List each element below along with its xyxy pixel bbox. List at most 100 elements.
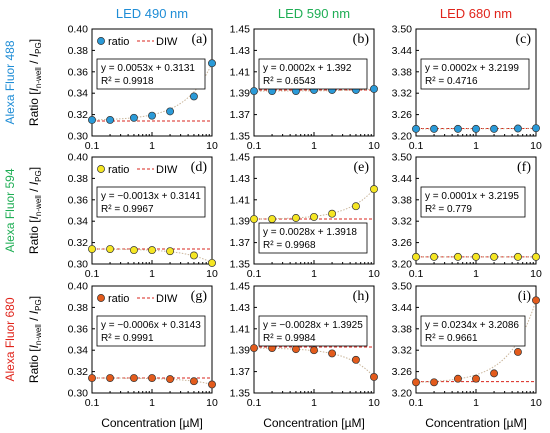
data-point xyxy=(88,115,96,124)
data-point xyxy=(513,124,522,133)
y-tick-label: 0.30 xyxy=(68,259,89,271)
y-tick-label: 0.38 xyxy=(68,45,89,57)
y-tick-label: 0.32 xyxy=(68,109,89,121)
data-point xyxy=(189,92,198,101)
x-tick-label: 1 xyxy=(149,268,155,280)
fit-equation: y = −0.0028x + 1.3925 xyxy=(263,320,363,331)
x-tick-label: 10 xyxy=(368,140,380,152)
data-point xyxy=(148,374,156,382)
data-point xyxy=(250,87,258,96)
panel-letter: (g) xyxy=(191,289,208,304)
y-tick-label: 1.35 xyxy=(230,131,251,143)
data-point xyxy=(166,375,175,384)
y-tick-label: 0.30 xyxy=(68,388,89,400)
x-tick-label: 10 xyxy=(206,397,218,409)
x-tick-label: 0.1 xyxy=(409,397,424,409)
column-title-2: LED 590 nm xyxy=(278,6,350,21)
data-point xyxy=(472,252,480,261)
data-point xyxy=(88,245,96,253)
data-point xyxy=(472,124,480,133)
y-tick-label: 1.35 xyxy=(230,259,251,271)
data-point xyxy=(513,252,522,261)
data-point xyxy=(129,113,138,122)
y-tick-label: 3.44 xyxy=(392,45,413,57)
data-point xyxy=(490,124,499,133)
data-point xyxy=(532,252,540,261)
y-tick-label: 3.26 xyxy=(392,366,413,378)
data-point xyxy=(148,246,156,255)
y-tick-label: 0.36 xyxy=(68,194,89,206)
fit-r-squared: R² = 0.9991 xyxy=(101,333,154,344)
equation-box xyxy=(420,315,526,347)
panel-letter: (d) xyxy=(191,160,208,175)
fit-r-squared: R² = 0.9918 xyxy=(101,76,154,87)
legend-diw-label: DIW xyxy=(156,36,178,48)
y-tick-label: 1.37 xyxy=(230,366,251,378)
panel-letter: (h) xyxy=(353,289,370,304)
data-point xyxy=(189,251,198,260)
fit-equation: y = 0.0028x + 1.3918 xyxy=(263,227,357,238)
data-point xyxy=(268,215,277,224)
data-point xyxy=(370,84,378,93)
x-tick-label: 1 xyxy=(149,140,155,152)
data-point xyxy=(430,378,439,387)
equation-box xyxy=(420,58,530,90)
panel-a: 0.30 0.32 0.34 0.36 0.38 0.40 0.1 1 10 (a) y = 0.0… xyxy=(68,24,218,153)
y-tick-label: 0.40 xyxy=(68,152,89,164)
x-tick-label: 1 xyxy=(311,140,317,152)
legend-diw-label: DIW xyxy=(156,293,178,305)
data-point xyxy=(106,374,115,382)
data-point xyxy=(310,212,318,221)
y-axis-label-3: Ratio [In-well / IPG] xyxy=(27,296,43,383)
y-tick-label: 3.32 xyxy=(392,345,413,357)
panel-b: 1.35 1.37 1.39 1.41 1.43 1.45 0.1 1 10 (b) y = 0.0… xyxy=(230,24,380,153)
legend-ratio-marker xyxy=(97,37,105,45)
y-tick-label: 3.26 xyxy=(392,109,413,121)
data-point xyxy=(453,374,462,383)
fit-equation: y = −0.0013x + 0.3141 xyxy=(101,191,201,202)
column-title-3: LED 680 nm xyxy=(440,6,512,21)
x-tick-label: 10 xyxy=(530,268,542,280)
x-axis-label-2: Concentration [µM] xyxy=(263,416,365,430)
y-tick-label: 1.39 xyxy=(230,345,251,357)
y-tick-label: 0.34 xyxy=(68,88,89,100)
y-tick-label: 0.38 xyxy=(68,173,89,185)
data-point xyxy=(412,124,420,133)
data-point xyxy=(430,124,439,133)
legend-ratio-label: ratio xyxy=(108,36,129,48)
x-tick-label: 10 xyxy=(368,268,380,280)
data-point xyxy=(370,373,378,381)
data-point xyxy=(310,346,318,355)
x-tick-label: 1 xyxy=(311,268,317,280)
equation-box xyxy=(420,186,526,218)
y-tick-label: 1.37 xyxy=(230,237,251,249)
y-tick-label: 3.38 xyxy=(392,66,413,78)
legend-ratio-label: ratio xyxy=(108,164,129,176)
equation-box xyxy=(96,315,206,347)
fit-equation: y = 0.0234x + 3.2086 xyxy=(425,320,519,331)
y-tick-label: 0.36 xyxy=(68,66,89,78)
y-tick-label: 3.32 xyxy=(392,88,413,100)
row-title-2: Alexa Fluor 594 xyxy=(3,168,17,252)
x-tick-label: 10 xyxy=(368,397,380,409)
fit-r-squared: R² = 0.9967 xyxy=(101,204,154,215)
column-title-1: LED 490 nm xyxy=(116,6,188,21)
row-title-3: Alexa Fluor 680 xyxy=(3,297,17,381)
y-tick-label: 0.32 xyxy=(68,366,89,378)
panel-letter: (f) xyxy=(517,160,531,175)
data-point xyxy=(189,377,198,386)
y-tick-label: 1.43 xyxy=(230,173,251,185)
equation-box xyxy=(96,58,206,90)
y-tick-label: 1.39 xyxy=(230,88,251,100)
y-tick-label: 1.45 xyxy=(230,24,251,36)
y-tick-label: 0.34 xyxy=(68,345,89,357)
data-point xyxy=(328,349,337,358)
x-tick-label: 1 xyxy=(473,268,479,280)
x-tick-label: 1 xyxy=(311,397,317,409)
data-point xyxy=(129,246,138,255)
panel-letter: (b) xyxy=(353,32,370,47)
data-point xyxy=(490,369,499,378)
data-point xyxy=(412,378,420,387)
y-tick-label: 0.34 xyxy=(68,216,89,228)
fit-equation: y = 0.0002x + 3.2199 xyxy=(425,63,519,74)
